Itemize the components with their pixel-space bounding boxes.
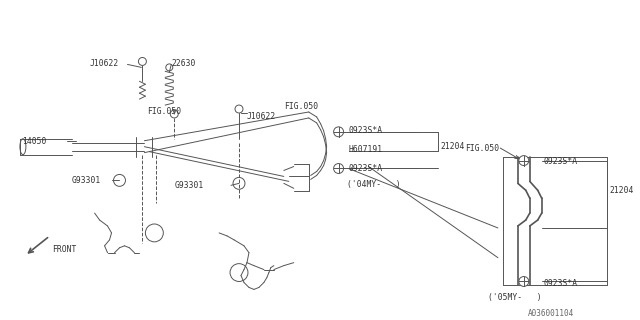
Circle shape [519,276,529,286]
Text: 0923S*A: 0923S*A [544,279,578,289]
Text: J10622: J10622 [90,60,119,68]
Text: ('05MY-   ): ('05MY- ) [488,293,541,302]
Text: ('04MY-   ): ('04MY- ) [346,180,400,189]
Text: 21204: 21204 [609,186,634,195]
Text: 0923S*A: 0923S*A [544,156,578,165]
Text: 21204: 21204 [440,142,465,151]
Text: 0923S*A: 0923S*A [349,164,383,172]
Text: A036001104: A036001104 [528,309,574,318]
Text: FIG.050: FIG.050 [284,102,318,111]
Circle shape [333,127,344,137]
Text: FIG.050: FIG.050 [465,144,499,153]
Text: G93301: G93301 [174,181,204,190]
Text: 22630: 22630 [172,60,196,68]
Text: 14050: 14050 [22,137,46,146]
Text: H607191: H607191 [349,145,383,154]
Text: FRONT: FRONT [52,245,76,254]
Text: 0923S*A: 0923S*A [349,126,383,135]
Circle shape [333,164,344,173]
Text: J10622: J10622 [247,112,276,121]
Circle shape [519,156,529,165]
Text: G93301: G93301 [72,176,101,185]
Text: FIG.050: FIG.050 [147,107,182,116]
